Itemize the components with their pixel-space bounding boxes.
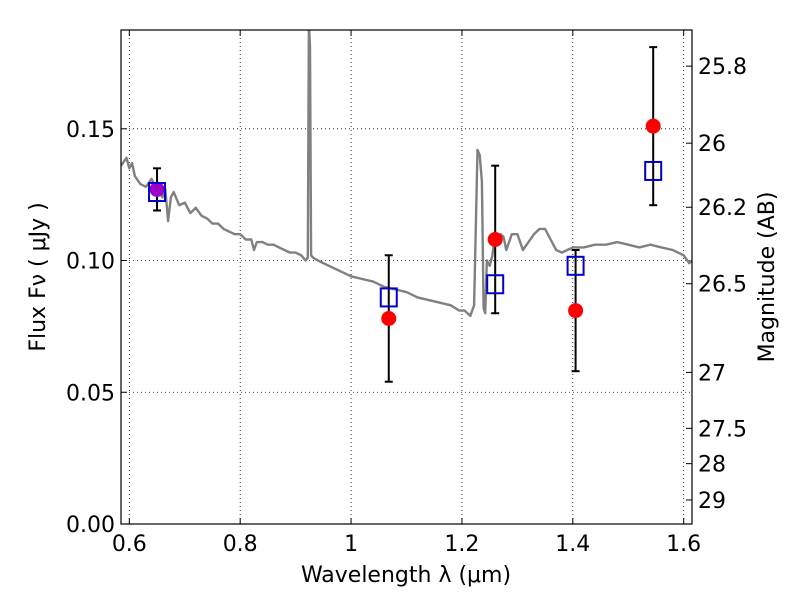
model-spectrum bbox=[121, 30, 692, 318]
y2-tick-label: 26 bbox=[698, 132, 726, 157]
y2-tick-label: 26.2 bbox=[698, 196, 747, 221]
model-points bbox=[148, 160, 663, 308]
observed-point bbox=[568, 303, 584, 319]
spectrum-line bbox=[121, 30, 692, 318]
observed-point bbox=[645, 118, 661, 134]
observed-points bbox=[149, 118, 661, 326]
y2-tick-label: 27.5 bbox=[698, 417, 747, 442]
y2-axis-label: Magnitude (AB) bbox=[755, 192, 780, 363]
model-point bbox=[644, 160, 663, 181]
model-point bbox=[566, 255, 585, 276]
error-bars bbox=[153, 46, 658, 383]
x-tick-label: 1.6 bbox=[666, 532, 701, 557]
observed-point bbox=[487, 231, 503, 247]
plot-frame bbox=[120, 29, 693, 525]
axes: 0.6 0.8 1 1.2 1.4 1.6 0.00 0.05 0.10 0.15 25.8 26 26… bbox=[66, 30, 747, 557]
y2-tick-label: 25.8 bbox=[698, 55, 747, 80]
x-axis-label: Wavelength λ (μm) bbox=[301, 563, 511, 588]
y-axis-label: Flux Fν ( μJy ) bbox=[26, 202, 51, 351]
y2-tick-label: 29 bbox=[698, 489, 726, 514]
grid-lines bbox=[121, 30, 692, 524]
y2-tick-label: 26.5 bbox=[698, 273, 747, 298]
y2-tick-label: 27 bbox=[698, 361, 726, 386]
x-tick-label: 1 bbox=[344, 532, 358, 557]
x-tick-label: 1.4 bbox=[555, 532, 590, 557]
observed-point bbox=[381, 310, 397, 326]
y-tick-label: 0.05 bbox=[66, 381, 115, 406]
x-tick-label: 0.8 bbox=[223, 532, 258, 557]
observed-point bbox=[149, 181, 165, 197]
y-tick-label: 0.00 bbox=[66, 513, 115, 538]
x-tick-label: 0.6 bbox=[112, 532, 147, 557]
model-point bbox=[379, 287, 398, 308]
model-point bbox=[486, 274, 505, 295]
model-point bbox=[148, 182, 167, 203]
y-tick-label: 0.15 bbox=[66, 118, 115, 143]
x-tick-label: 1.2 bbox=[444, 532, 479, 557]
y-tick-label: 0.10 bbox=[66, 250, 115, 275]
y2-tick-label: 28 bbox=[698, 453, 726, 478]
